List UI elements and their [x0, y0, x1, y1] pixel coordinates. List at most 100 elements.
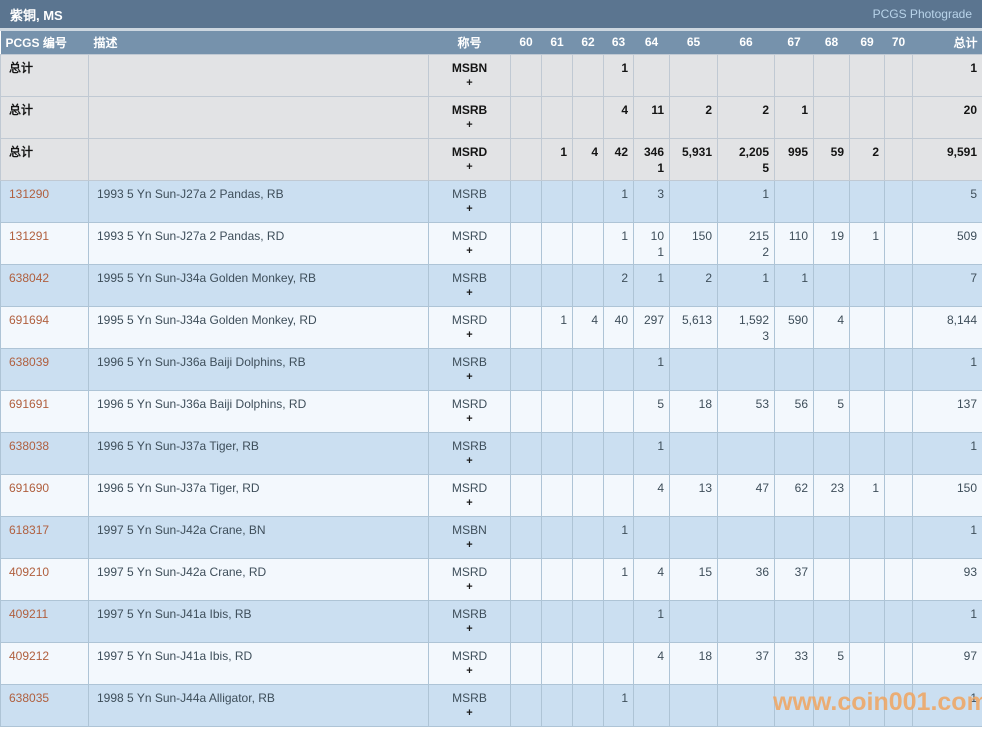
- description-cell: 1995 5 Yn Sun-J34a Golden Monkey, RB: [88, 263, 429, 307]
- grade-66-cell: 1,592 3: [717, 305, 775, 349]
- pcgs-number-cell: 409212: [0, 641, 89, 685]
- total-cell: 8,144: [912, 305, 982, 349]
- pcgs-number-link[interactable]: 638039: [9, 354, 50, 369]
- total-cell: 1: [912, 599, 982, 643]
- grade-64-cell: 1: [633, 431, 670, 475]
- pcgs-number-link[interactable]: 691691: [9, 396, 50, 411]
- grade-70-cell: [884, 347, 913, 391]
- grade-66-cell: [717, 347, 775, 391]
- grade-60-cell: [510, 347, 542, 391]
- description-cell: 1997 5 Yn Sun-J41a Ibis, RD: [88, 641, 429, 685]
- plus-grade-indicator: +: [466, 454, 473, 467]
- grade-65-cell: [669, 599, 718, 643]
- grade-61-cell: [541, 389, 573, 433]
- col-header-grade-61: 61: [541, 31, 573, 54]
- description-cell: [88, 137, 429, 181]
- header-row: PCGS 编号 描述 称号 60 61 62 63 64 65 66 67 68 69 70 总计: [0, 31, 982, 54]
- designation-cell: MSRD +: [428, 137, 511, 181]
- description-cell: 1996 5 Yn Sun-J36a Baiji Dolphins, RB: [88, 347, 429, 391]
- grade-69-cell: 2: [849, 137, 885, 181]
- pcgs-number-link[interactable]: 638035: [9, 690, 50, 705]
- designation-cell: MSRD +: [428, 389, 511, 433]
- grade-62-cell: [572, 431, 604, 475]
- grade-69-cell: [849, 179, 885, 223]
- pcgs-number-cell: 638035: [0, 683, 89, 727]
- pcgs-number-link[interactable]: 691690: [9, 480, 50, 495]
- table-row: 131291 1993 5 Yn Sun-J27a 2 Pandas, RD MSR…: [0, 221, 982, 265]
- grade-62-cell: [572, 389, 604, 433]
- total-row: 总计 MSRD + 1 4 42 346 1 5,931 2,205 5 995 59 2 9,591: [0, 137, 982, 181]
- grade-65-cell: 2: [669, 95, 718, 139]
- grade-67-cell: [774, 683, 814, 727]
- pcgs-number-link[interactable]: 638042: [9, 270, 50, 285]
- grade-67-cell: 56: [774, 389, 814, 433]
- col-header-description: 描述: [88, 31, 429, 54]
- grade-64-cell: 5: [633, 389, 670, 433]
- grade-63-cell: 4: [603, 95, 634, 139]
- plus-grade-indicator: +: [466, 286, 473, 299]
- grade-60-cell: [510, 221, 542, 265]
- grade-63-cell: 1: [603, 683, 634, 727]
- plus-grade-indicator: +: [466, 664, 473, 677]
- grade-67-cell: [774, 53, 814, 97]
- plus-grade-indicator: +: [466, 118, 473, 131]
- grade-60-cell: [510, 179, 542, 223]
- grade-70-cell: [884, 641, 913, 685]
- pcgs-number-cell: 638039: [0, 347, 89, 391]
- table-row: 131290 1993 5 Yn Sun-J27a 2 Pandas, RB MSR…: [0, 179, 982, 223]
- designation-cell: MSRB +: [428, 347, 511, 391]
- grade-60-cell: [510, 641, 542, 685]
- grade-61-cell: 1: [541, 305, 573, 349]
- pcgs-number-link[interactable]: 691694: [9, 312, 50, 327]
- grade-62-cell: 4: [572, 305, 604, 349]
- pcgs-number-link[interactable]: 618317: [9, 522, 50, 537]
- grade-68-cell: [813, 557, 850, 601]
- description-cell: 1995 5 Yn Sun-J34a Golden Monkey, RD: [88, 305, 429, 349]
- plus-grade-indicator: +: [466, 244, 473, 257]
- grade-67-cell: 1: [774, 263, 814, 307]
- grade-70-cell: [884, 473, 913, 517]
- col-header-grade-67: 67: [774, 31, 814, 54]
- grade-68-cell: 5: [813, 389, 850, 433]
- title-bar: 紫铜, MS PCGS Photograde: [0, 0, 982, 31]
- grade-68-cell: [813, 179, 850, 223]
- photograde-link[interactable]: PCGS Photograde: [872, 7, 972, 21]
- plus-grade-indicator: +: [466, 328, 473, 341]
- plus-grade-indicator: +: [466, 622, 473, 635]
- grade-60-cell: [510, 95, 542, 139]
- grade-60-cell: [510, 305, 542, 349]
- pcgs-number-cell: 131291: [0, 221, 89, 265]
- col-header-grade-66: 66: [717, 31, 775, 54]
- pcgs-number-cell: 131290: [0, 179, 89, 223]
- grade-61-cell: [541, 263, 573, 307]
- grade-64-cell: 1: [633, 263, 670, 307]
- pcgs-number-link[interactable]: 638038: [9, 438, 50, 453]
- col-header-grade-63: 63: [603, 31, 634, 54]
- population-table: PCGS 编号 描述 称号 60 61 62 63 64 65 66 67 68 69 70 总计 总计 MS…: [0, 31, 982, 727]
- grade-65-cell: 18: [669, 641, 718, 685]
- col-header-pcgs-number: PCGS 编号: [0, 31, 89, 54]
- grade-60-cell: [510, 263, 542, 307]
- total-row: 总计 MSBN + 1 1: [0, 53, 982, 97]
- grade-64-cell: 11: [633, 95, 670, 139]
- designation-cell: MSRD +: [428, 473, 511, 517]
- designation-cell: MSRB +: [428, 431, 511, 475]
- description-cell: 1997 5 Yn Sun-J42a Crane, BN: [88, 515, 429, 559]
- grade-69-cell: [849, 95, 885, 139]
- designation-cell: MSRB +: [428, 179, 511, 223]
- pcgs-number-link[interactable]: 409211: [9, 606, 49, 621]
- grade-70-cell: [884, 95, 913, 139]
- designation-cell: MSRB +: [428, 95, 511, 139]
- pcgs-number-link[interactable]: 409210: [9, 564, 50, 579]
- pcgs-number-link[interactable]: 409212: [9, 648, 50, 663]
- grade-66-cell: [717, 683, 775, 727]
- pcgs-number-link[interactable]: 131290: [9, 186, 50, 201]
- total-cell: 5: [912, 179, 982, 223]
- grade-63-cell: 1: [603, 221, 634, 265]
- grade-64-cell: 4: [633, 557, 670, 601]
- grade-70-cell: [884, 179, 913, 223]
- pcgs-number-cell: 409211: [0, 599, 89, 643]
- pcgs-number-link[interactable]: 131291: [9, 228, 50, 243]
- grade-63-cell: [603, 347, 634, 391]
- grade-66-cell: 2,205 5: [717, 137, 775, 181]
